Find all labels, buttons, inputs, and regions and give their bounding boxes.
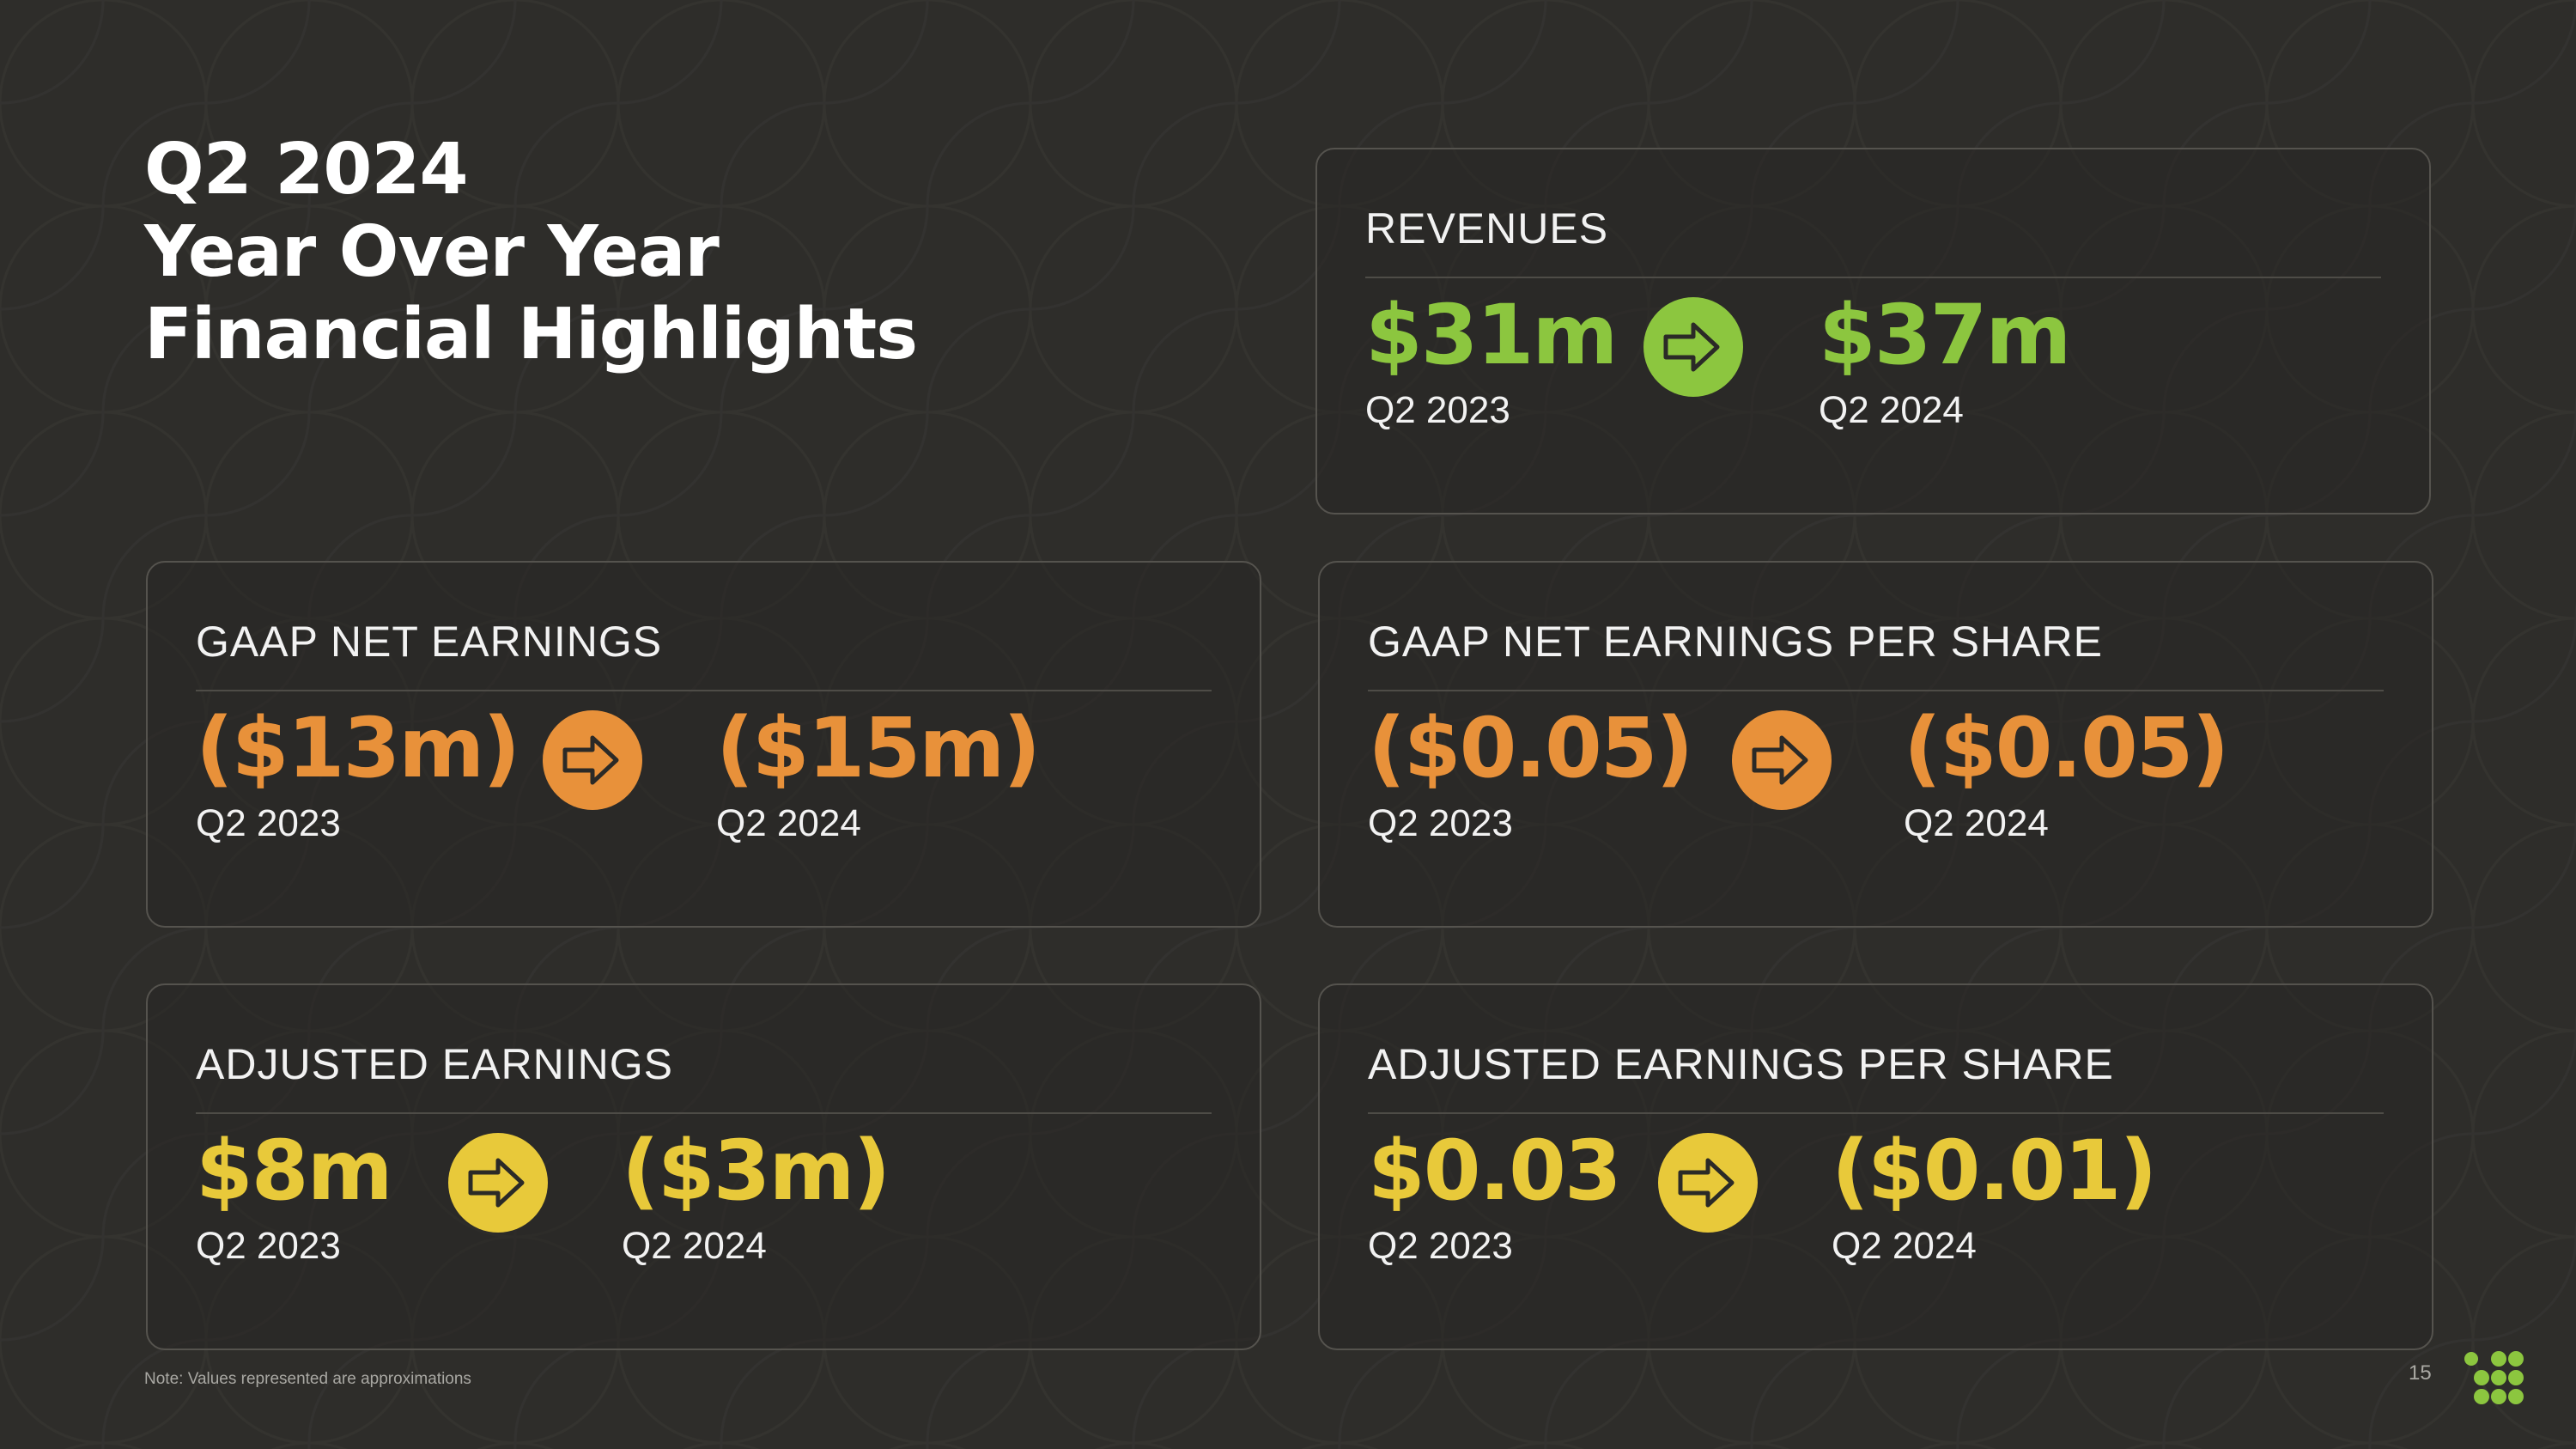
metric-value: ($3m) xyxy=(622,1123,890,1219)
arrow-right-icon xyxy=(1658,1133,1758,1233)
title-line-1: Q2 2024 xyxy=(144,129,469,210)
metric-period: Q2 2024 xyxy=(716,802,861,844)
footnote: Note: Values represented are approximati… xyxy=(144,1370,471,1388)
metric-period: Q2 2023 xyxy=(1368,802,1513,844)
gaap-net-earnings-card: GAAP NET EARNINGS ($13m) Q2 2023 ($15m) … xyxy=(146,561,1261,928)
current-metric: $37m Q2 2024 xyxy=(1819,287,2071,433)
card-heading: REVENUES xyxy=(1365,203,2381,278)
metric-period: Q2 2024 xyxy=(622,1225,767,1267)
metric-period: Q2 2023 xyxy=(196,1225,341,1267)
metric-period: Q2 2024 xyxy=(1832,1225,1977,1267)
arrow-right-icon xyxy=(543,710,642,810)
metric-period: Q2 2023 xyxy=(1368,1225,1513,1267)
arrow-right-icon xyxy=(448,1133,548,1233)
title-line-3: Financial Highlights xyxy=(144,294,918,375)
gaap-net-eps-card: GAAP NET EARNINGS PER SHARE ($0.05) Q2 2… xyxy=(1318,561,2433,928)
card-heading: GAAP NET EARNINGS xyxy=(196,616,1212,691)
metric-value: ($0.01) xyxy=(1832,1123,2157,1219)
metric-value: ($15m) xyxy=(716,700,1041,796)
adjusted-eps-card: ADJUSTED EARNINGS PER SHARE $0.03 Q2 202… xyxy=(1318,983,2433,1350)
card-heading: ADJUSTED EARNINGS PER SHARE xyxy=(1368,1038,2384,1114)
adjusted-earnings-card: ADJUSTED EARNINGS $8m Q2 2023 ($3m) Q2 2… xyxy=(146,983,1261,1350)
prior-metric: $31m Q2 2023 xyxy=(1365,287,1618,433)
arrow-right-icon xyxy=(1732,710,1832,810)
page-number: 15 xyxy=(2409,1361,2432,1385)
metric-value: ($0.05) xyxy=(1904,700,2229,796)
metric-value: $8m xyxy=(196,1123,393,1219)
current-metric: ($15m) Q2 2024 xyxy=(716,700,1041,846)
prior-metric: $0.03 Q2 2023 xyxy=(1368,1123,1622,1269)
metric-period: Q2 2023 xyxy=(196,802,341,844)
metric-value: ($0.05) xyxy=(1368,700,1693,796)
arrow-right-icon xyxy=(1643,297,1743,397)
current-metric: ($3m) Q2 2024 xyxy=(622,1123,890,1269)
metric-value: $37m xyxy=(1819,287,2071,383)
current-metric: ($0.01) Q2 2024 xyxy=(1832,1123,2157,1269)
metric-value: ($13m) xyxy=(196,700,520,796)
prior-metric: ($13m) Q2 2023 xyxy=(196,700,520,846)
prior-metric: ($0.05) Q2 2023 xyxy=(1368,700,1693,846)
current-metric: ($0.05) Q2 2024 xyxy=(1904,700,2229,846)
prior-metric: $8m Q2 2023 xyxy=(196,1123,393,1269)
revenues-card: REVENUES $31m Q2 2023 $37m Q2 2024 xyxy=(1315,148,2431,514)
card-heading: ADJUSTED EARNINGS xyxy=(196,1038,1212,1114)
metric-period: Q2 2024 xyxy=(1904,802,2049,844)
page-title: Q2 2024 Year Over Year Financial Highlig… xyxy=(144,129,918,376)
metric-period: Q2 2024 xyxy=(1819,389,1964,431)
title-line-2: Year Over Year xyxy=(144,211,720,293)
metric-value: $0.03 xyxy=(1368,1123,1622,1219)
metric-value: $31m xyxy=(1365,287,1618,383)
dot-grid-logo-icon xyxy=(2464,1351,2524,1404)
metric-period: Q2 2023 xyxy=(1365,389,1510,431)
card-heading: GAAP NET EARNINGS PER SHARE xyxy=(1368,616,2384,691)
